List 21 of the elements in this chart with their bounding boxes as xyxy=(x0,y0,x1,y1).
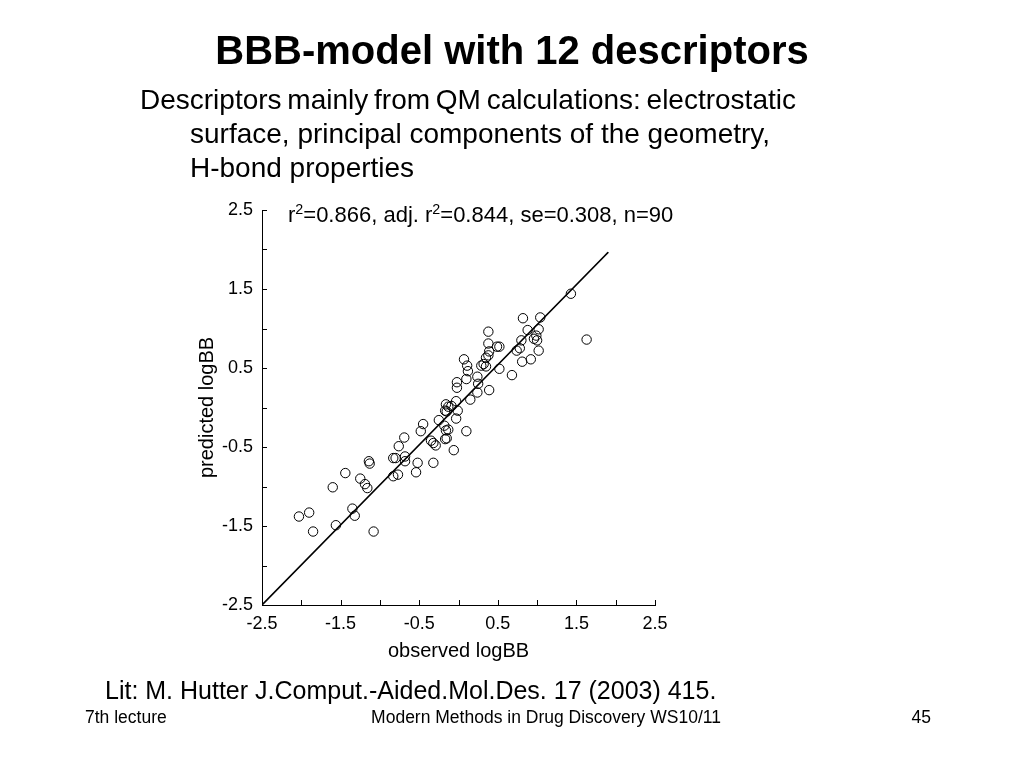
x-tick-label: -2.5 xyxy=(246,612,278,633)
x-tick-label: 1.5 xyxy=(563,612,589,633)
text: Modern Methods in Drug Discovery WS10/11 xyxy=(371,707,721,728)
x-tick-label: 0.5 xyxy=(485,612,511,633)
x-tick-label: -1.5 xyxy=(325,612,357,633)
y-tick-label: -2.5 xyxy=(221,593,253,614)
chart-title: BBB-model with 12 descriptors xyxy=(214,27,810,73)
y-tick-label: -0.5 xyxy=(221,435,253,456)
text: 7th lecture xyxy=(85,707,167,728)
y-tick-label: 1.5 xyxy=(227,277,253,298)
chart-subtitle: Descriptors mainly from QM calculations: electrostatic surface, principal components of the geometry, H-bond properties xyxy=(140,83,797,185)
x-axis-title: observed logBB xyxy=(387,638,530,661)
x-tick-label: 2.5 xyxy=(642,612,668,633)
annotation: r$^{2}$=0.866, adj. r$^{2}$=0.844, se=0.308, n=90 xyxy=(288,201,674,229)
y-tick-label: -1.5 xyxy=(221,514,253,535)
y-tick-label: 0.5 xyxy=(227,356,253,377)
x-tick-label: -0.5 xyxy=(403,612,435,633)
y-axis-title: predicted logBB xyxy=(194,336,217,479)
text: Lit: M. Hutter J.Comput.-Aided.Mol.Des. 17 (2003) 415. xyxy=(105,675,717,705)
text: 45 xyxy=(911,707,931,728)
y-tick-label: 2.5 xyxy=(227,198,253,219)
